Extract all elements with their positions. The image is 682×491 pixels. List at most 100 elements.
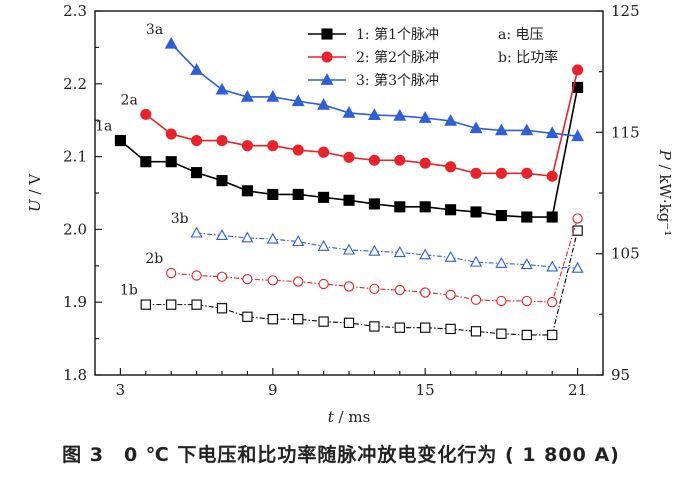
y-right-tick-label: 115 bbox=[611, 123, 640, 141]
data-point-3a bbox=[494, 123, 508, 136]
data-point-1b bbox=[369, 321, 380, 332]
data-point-2b bbox=[318, 278, 329, 290]
series-label-2b: 2b bbox=[145, 251, 163, 267]
data-point-2a bbox=[445, 161, 457, 173]
data-point-1b bbox=[420, 322, 431, 333]
data-point-1a bbox=[267, 188, 279, 201]
data-point-1a bbox=[368, 198, 380, 210]
y-left-tick-label: 2.2 bbox=[63, 75, 87, 93]
data-point-2b bbox=[572, 213, 583, 224]
data-point-2a bbox=[368, 154, 380, 166]
series-3a bbox=[164, 36, 585, 142]
data-point-2b bbox=[293, 276, 304, 287]
data-point-3a bbox=[367, 108, 381, 120]
y-left-axis-title: U / V bbox=[26, 173, 44, 212]
data-point-2a bbox=[267, 140, 279, 152]
series-2a bbox=[140, 64, 584, 182]
legend-label: 1: 第1个脉冲 bbox=[356, 26, 439, 43]
data-point-2a bbox=[546, 170, 558, 182]
data-point-3b bbox=[317, 239, 330, 251]
data-point-1a bbox=[343, 194, 355, 206]
data-point-3b bbox=[495, 256, 508, 268]
data-point-3b bbox=[520, 258, 533, 270]
data-point-1b bbox=[394, 322, 405, 333]
data-point-1a bbox=[546, 211, 558, 223]
figure-caption: 图 3 0 ℃ 下电压和比功率随脉冲放电变化行为 ( 1 800 A) bbox=[62, 444, 620, 466]
x-tick-label: 15 bbox=[416, 381, 435, 399]
legend-label: 3: 第3个脉冲 bbox=[356, 72, 439, 89]
legend-marker bbox=[321, 51, 333, 63]
data-point-2b bbox=[242, 273, 253, 285]
data-point-3a bbox=[342, 106, 356, 118]
data-point-1b bbox=[343, 317, 355, 328]
data-point-3a bbox=[545, 126, 559, 139]
x-axis-title: t / ms bbox=[328, 408, 371, 426]
data-point-1a bbox=[521, 211, 533, 223]
data-point-3a bbox=[190, 63, 204, 75]
data-point-1a bbox=[165, 156, 177, 168]
data-point-3a bbox=[393, 108, 407, 121]
data-point-2b bbox=[547, 297, 558, 308]
y-left-tick-label: 2.3 bbox=[63, 2, 87, 20]
data-point-3b bbox=[571, 261, 584, 273]
series-line-1b bbox=[145, 230, 579, 336]
data-point-3b bbox=[190, 226, 203, 238]
series-1b bbox=[140, 225, 583, 341]
series-label-1b: 1b bbox=[120, 283, 138, 299]
legend-note: a: 电压 bbox=[498, 27, 544, 43]
data-point-1b bbox=[470, 326, 482, 337]
series-line-3b bbox=[196, 232, 578, 269]
data-point-1a bbox=[292, 188, 304, 201]
data-point-3a bbox=[317, 98, 331, 110]
data-point-1b bbox=[445, 323, 456, 335]
data-point-3b bbox=[215, 229, 229, 240]
data-point-1b bbox=[318, 316, 329, 327]
data-point-3b bbox=[546, 260, 559, 272]
legend-marker bbox=[320, 73, 334, 85]
data-point-2b bbox=[343, 281, 355, 292]
data-point-2a bbox=[470, 167, 482, 179]
chart: 3 9 15 21 1.8 1.9 2.0 2.1 2.2 2.3 95 105 115 125 1a 2a… bbox=[26, 2, 674, 426]
data-point-1a bbox=[394, 201, 406, 213]
data-point-1b bbox=[572, 225, 583, 236]
data-point-2b bbox=[166, 267, 177, 279]
data-point-3a bbox=[520, 123, 534, 136]
data-point-2b bbox=[445, 289, 456, 301]
y-right-axis-title: P / kW·kg⁻¹ bbox=[656, 149, 674, 237]
data-point-3b bbox=[266, 232, 279, 244]
data-point-3b bbox=[368, 244, 381, 256]
data-point-2a bbox=[394, 154, 406, 166]
data-point-1a bbox=[241, 185, 253, 197]
data-point-3a bbox=[164, 36, 178, 49]
data-point-2a bbox=[165, 128, 177, 140]
data-point-1a bbox=[445, 204, 457, 216]
series-label-2a: 2a bbox=[121, 92, 138, 108]
data-point-1a bbox=[216, 175, 228, 187]
data-point-1b bbox=[521, 329, 532, 341]
data-point-3b bbox=[469, 255, 483, 267]
data-point-1a bbox=[419, 201, 431, 213]
x-tick-label: 21 bbox=[568, 381, 587, 399]
data-point-3a bbox=[418, 111, 432, 123]
data-point-3b bbox=[419, 248, 432, 260]
legend-entry-1: 1: 第1个脉冲 bbox=[308, 26, 439, 43]
data-point-2b bbox=[420, 287, 431, 298]
data-point-2a bbox=[292, 144, 304, 156]
data-point-1b bbox=[166, 299, 177, 310]
data-point-1b bbox=[191, 299, 202, 310]
series-label-3a: 3a bbox=[146, 22, 163, 38]
y-left-tick-label: 2.1 bbox=[63, 148, 87, 166]
data-point-3b bbox=[342, 243, 356, 255]
data-point-3b bbox=[393, 246, 406, 257]
data-point-2b bbox=[369, 283, 380, 295]
series-2b bbox=[166, 213, 583, 308]
legend-label: 2: 第2个脉冲 bbox=[356, 49, 439, 66]
data-point-2a bbox=[495, 167, 507, 179]
data-point-3a bbox=[266, 90, 280, 102]
data-point-2b bbox=[470, 294, 482, 305]
y-right-tick-label: 125 bbox=[611, 2, 640, 20]
data-point-1a bbox=[114, 135, 126, 147]
data-point-2b bbox=[267, 275, 278, 286]
data-point-1b bbox=[140, 299, 151, 310]
data-point-2b bbox=[521, 295, 532, 307]
